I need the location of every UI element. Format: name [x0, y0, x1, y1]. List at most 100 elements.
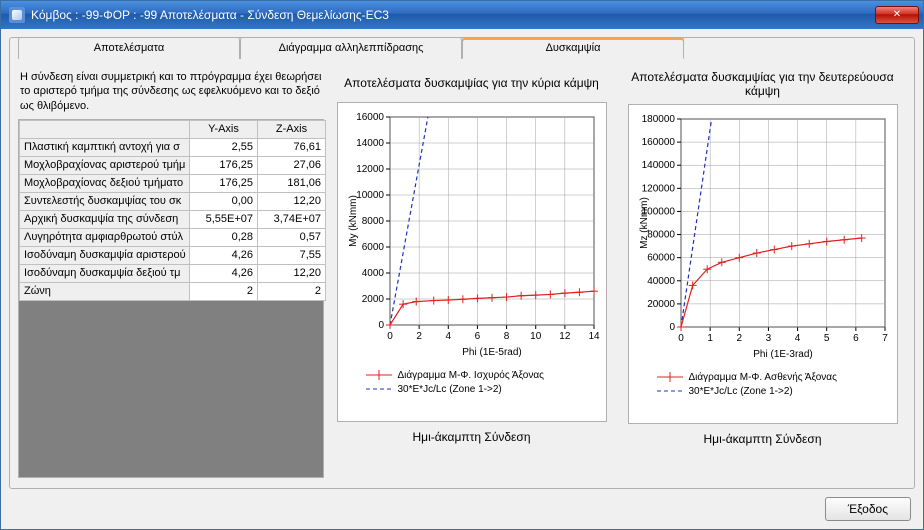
tab-interaction[interactable]: Διάγραμμα αλληλεππίδρασης [240, 37, 462, 59]
chart1-svg: 0246810121402000400060008000100001200014… [344, 111, 602, 361]
svg-text:4000: 4000 [361, 268, 384, 279]
chart2-svg: 0123456702000040000600008000010000012000… [635, 113, 893, 363]
svg-text:0: 0 [678, 333, 684, 344]
table-row[interactable]: Ζώνη22 [20, 282, 326, 300]
chart2-title: Αποτελέσματα δυσκαμψίας για την δευτερεύ… [619, 68, 906, 104]
chart2-footer: Ημι-άκαμπτη Σύνδεση [703, 424, 821, 448]
svg-text:6: 6 [474, 331, 480, 342]
chart1-legend: Διάγραμμα Μ-Φ. Ισχυρός Άξονας 30*E*Jc/Lc… [344, 361, 600, 397]
grid-cell-z: 181,06 [258, 174, 326, 192]
svg-text:160000: 160000 [641, 137, 675, 148]
grid-cell-y: 2 [190, 282, 258, 300]
table-row[interactable]: Συντελεστής δυσκαμψίας του σκ0,0012,20 [20, 192, 326, 210]
chart2-box: 0123456702000040000600008000010000012000… [628, 104, 898, 424]
grid-cell-z: 76,61 [258, 138, 326, 156]
grid-header-z: Z-Axis [258, 120, 326, 138]
grid-cell-z: 2 [258, 282, 326, 300]
data-grid: Y-Axis Z-Axis Πλαστική καμπτική αντοχή γ… [19, 120, 326, 301]
table-row[interactable]: Μοχλοβραχίονας αριστερού τμήμ176,2527,06 [20, 156, 326, 174]
close-button[interactable]: ✕ [875, 6, 919, 24]
table-row[interactable]: Πλαστική καμπτική αντοχή για σ2,5576,61 [20, 138, 326, 156]
exit-button[interactable]: Έξοδος [825, 497, 911, 521]
svg-text:8: 8 [503, 331, 509, 342]
grid-cell-z: 27,06 [258, 156, 326, 174]
svg-text:7: 7 [882, 333, 888, 344]
grid-cell-y: 0,28 [190, 228, 258, 246]
grid-cell-label: Μοχλοβραχίονας δεξιού τμήματο [20, 174, 190, 192]
chart2-legend: Διάγραμμα Μ-Φ. Ασθενής Άξονας 30*E*Jc/Lc… [635, 363, 891, 399]
tab-body: Η σύνδεση είναι συμμετρική και το πτρόγρ… [18, 68, 906, 478]
grid-cell-label: Συντελεστής δυσκαμψίας του σκ [20, 192, 190, 210]
table-row[interactable]: Ισοδύναμη δυσκαμψία αριστερού4,267,55 [20, 246, 326, 264]
svg-text:80000: 80000 [647, 230, 675, 241]
svg-text:16000: 16000 [356, 112, 384, 123]
svg-text:1: 1 [707, 333, 713, 344]
tab-panel: Αποτελέσματα Διάγραμμα αλληλεππίδρασης Δ… [9, 37, 915, 489]
grid-cell-z: 12,20 [258, 264, 326, 282]
grid-cell-z: 12,20 [258, 192, 326, 210]
grid-cell-label: Ζώνη [20, 282, 190, 300]
chart1-legend2-label: 30*E*Jc/Lc (Zone 1->2) [398, 384, 502, 395]
svg-text:120000: 120000 [641, 183, 675, 194]
grid-cell-label: Λυγηρότητα αμφιαρθρωτού στύλ [20, 228, 190, 246]
grid-header-blank [20, 120, 190, 138]
svg-text:2000: 2000 [361, 294, 384, 305]
svg-text:180000: 180000 [641, 114, 675, 125]
chart1-column: Αποτελέσματα δυσκαμψίας για την κύρια κά… [328, 68, 615, 478]
button-row: Έξοδος [9, 489, 915, 521]
svg-text:6000: 6000 [361, 242, 384, 253]
grid-cell-label: Αρχική δυσκαμψία της σύνδεση [20, 210, 190, 228]
grid-cell-label: Ισοδύναμη δυσκαμψία δεξιού τμ [20, 264, 190, 282]
svg-text:0: 0 [387, 331, 393, 342]
svg-text:My (kNmm): My (kNmm) [348, 195, 359, 247]
svg-text:60000: 60000 [647, 253, 675, 264]
svg-text:2: 2 [736, 333, 742, 344]
chart1-legend-row2: 30*E*Jc/Lc (Zone 1->2) [366, 383, 600, 395]
window-root: Κόμβος : -99-ΦΟΡ : -99 Αποτελέσματα - Σύ… [0, 0, 924, 530]
grid-cell-y: 176,25 [190, 156, 258, 174]
plus-marker-icon [366, 369, 392, 381]
left-column: Η σύνδεση είναι συμμετρική και το πτρόγρ… [18, 68, 324, 478]
table-row[interactable]: Μοχλοβραχίονας δεξιού τμήματο176,25181,0… [20, 174, 326, 192]
chart2-column: Αποτελέσματα δυσκαμψίας για την δευτερεύ… [619, 68, 906, 478]
svg-text:10000: 10000 [356, 190, 384, 201]
chart2-legend2-label: 30*E*Jc/Lc (Zone 1->2) [689, 386, 793, 397]
svg-text:2: 2 [416, 331, 422, 342]
description-text: Η σύνδεση είναι συμμετρική και το πτρόγρ… [18, 68, 324, 119]
svg-text:140000: 140000 [641, 160, 675, 171]
titlebar: Κόμβος : -99-ΦΟΡ : -99 Αποτελέσματα - Σύ… [1, 1, 923, 29]
table-row[interactable]: Λυγηρότητα αμφιαρθρωτού στύλ0,280,57 [20, 228, 326, 246]
chart2-legend1-label: Διάγραμμα Μ-Φ. Ασθενής Άξονας [689, 372, 837, 383]
tabstrip: Αποτελέσματα Διάγραμμα αλληλεππίδρασης Δ… [18, 37, 684, 59]
dash-line-icon [657, 385, 683, 397]
svg-text:12000: 12000 [356, 164, 384, 175]
grid-cell-y: 4,26 [190, 246, 258, 264]
chart2-legend-row2: 30*E*Jc/Lc (Zone 1->2) [657, 385, 891, 397]
grid-cell-y: 176,25 [190, 174, 258, 192]
chart1-title: Αποτελέσματα δυσκαμψίας για την κύρια κά… [340, 68, 603, 102]
chart1-box: 0246810121402000400060008000100001200014… [337, 102, 607, 422]
chart1-legend1-label: Διάγραμμα Μ-Φ. Ισχυρός Άξονας [398, 370, 544, 381]
grid-cell-y: 5,55E+07 [190, 210, 258, 228]
svg-text:20000: 20000 [647, 299, 675, 310]
data-grid-wrap: Y-Axis Z-Axis Πλαστική καμπτική αντοχή γ… [18, 119, 324, 478]
plus-marker-icon [657, 371, 683, 383]
svg-text:14: 14 [588, 331, 600, 342]
grid-cell-z: 7,55 [258, 246, 326, 264]
grid-cell-label: Πλαστική καμπτική αντοχή για σ [20, 138, 190, 156]
svg-text:8000: 8000 [361, 216, 384, 227]
svg-text:6: 6 [853, 333, 859, 344]
svg-text:3: 3 [765, 333, 771, 344]
table-row[interactable]: Αρχική δυσκαμψία της σύνδεση5,55E+073,74… [20, 210, 326, 228]
window-title: Κόμβος : -99-ΦΟΡ : -99 Αποτελέσματα - Σύ… [31, 8, 875, 22]
grid-cell-y: 2,55 [190, 138, 258, 156]
tab-stiffness[interactable]: Δυσκαμψία [462, 37, 684, 59]
tab-results[interactable]: Αποτελέσματα [18, 37, 240, 59]
svg-text:4: 4 [445, 331, 451, 342]
svg-text:Phi (1E-5rad): Phi (1E-5rad) [462, 347, 521, 358]
table-row[interactable]: Ισοδύναμη δυσκαμψία δεξιού τμ4,2612,20 [20, 264, 326, 282]
grid-cell-z: 0,57 [258, 228, 326, 246]
chart1-footer: Ημι-άκαμπτη Σύνδεση [412, 422, 530, 446]
grid-cell-y: 0,00 [190, 192, 258, 210]
grid-header-y: Y-Axis [190, 120, 258, 138]
